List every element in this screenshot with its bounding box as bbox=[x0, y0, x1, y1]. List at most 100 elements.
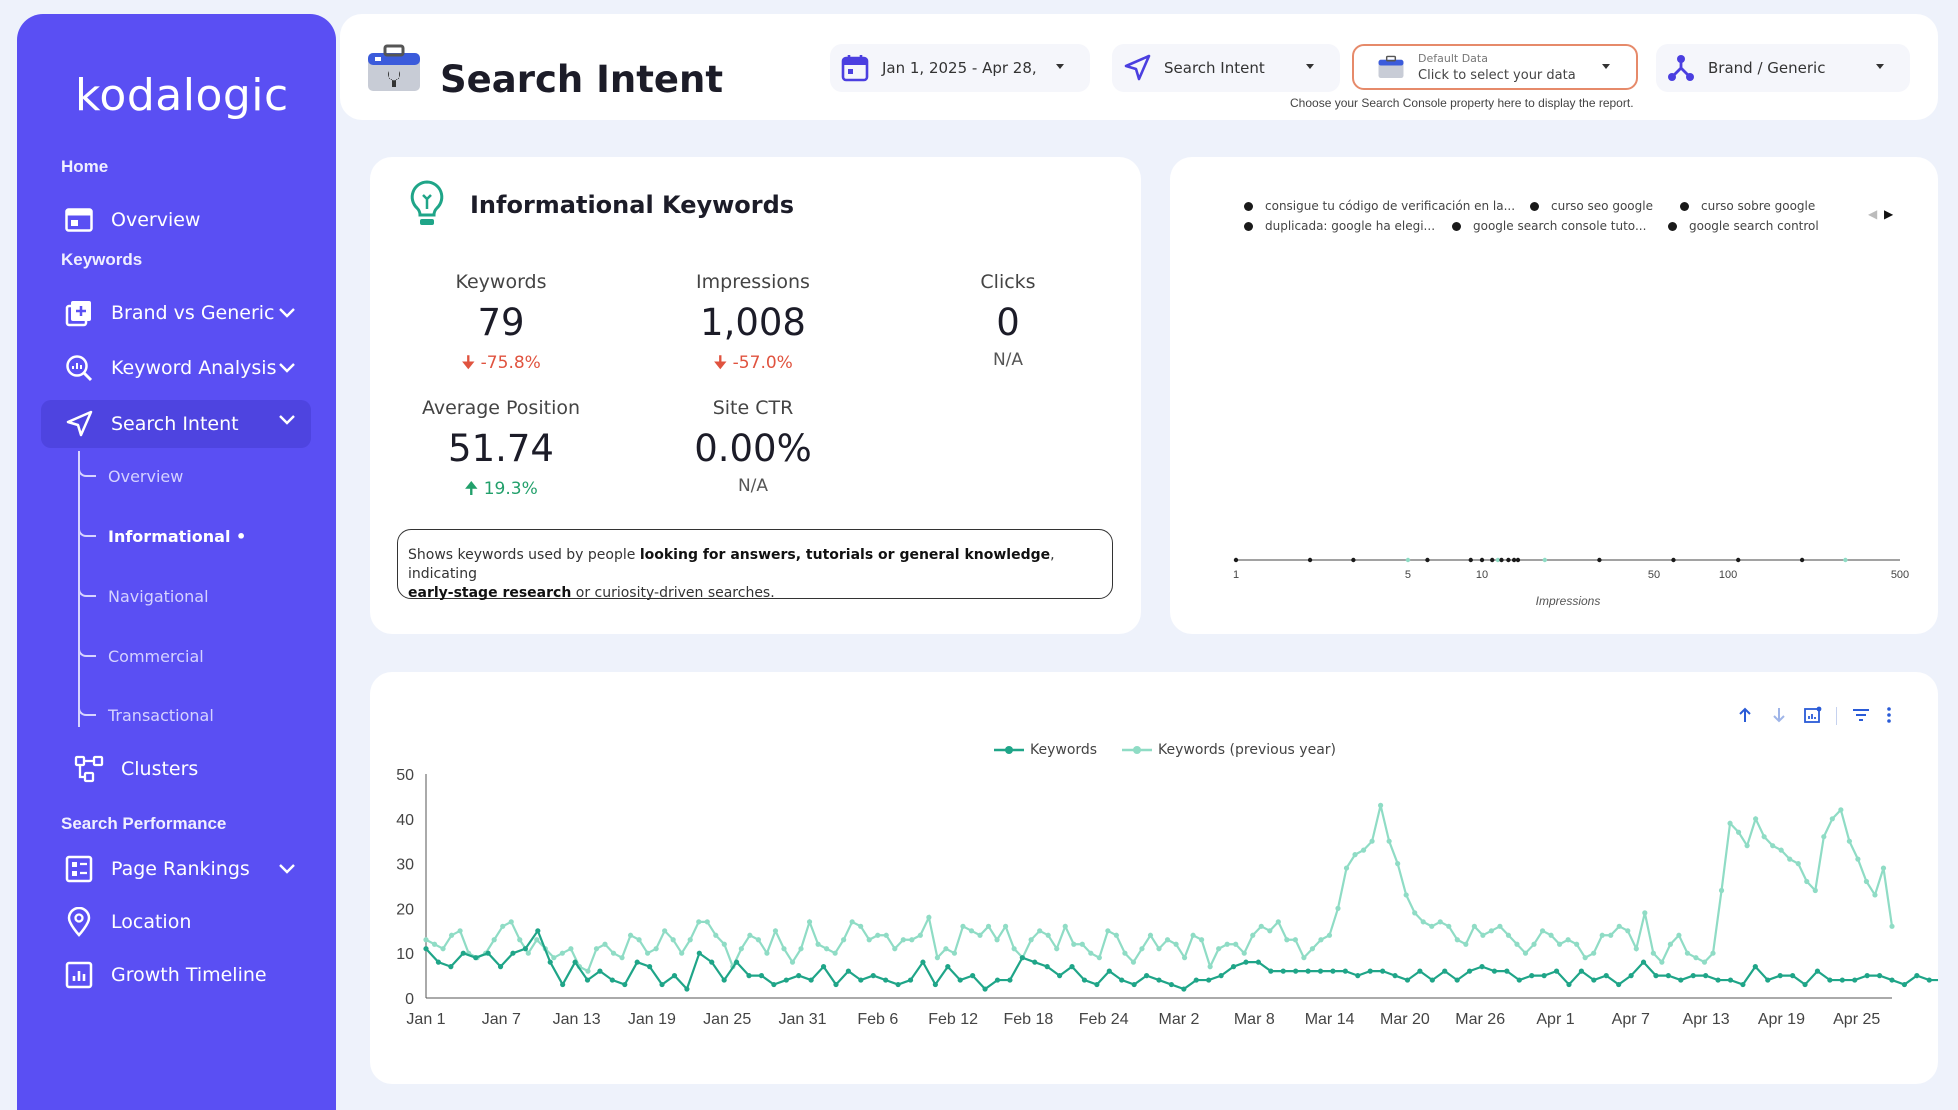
data-point bbox=[1863, 878, 1870, 885]
legend-item: google search control bbox=[1668, 219, 1819, 233]
submenu-label: Commercial bbox=[108, 646, 204, 666]
x-tick-label: Jan 31 bbox=[778, 1011, 826, 1028]
data-point bbox=[789, 959, 796, 965]
sidebar-item-overview[interactable]: Overview bbox=[41, 196, 311, 244]
toolbox-icon bbox=[1376, 52, 1406, 82]
sort-descending-icon[interactable] bbox=[1769, 705, 1789, 725]
data-point bbox=[870, 973, 876, 979]
search-intent-filter[interactable]: Search Intent bbox=[1112, 44, 1340, 92]
data-point bbox=[1715, 977, 1721, 983]
data-point bbox=[1497, 923, 1503, 929]
metric-delta: -57.0% bbox=[732, 353, 793, 373]
data-point bbox=[841, 937, 847, 943]
x-tick-label: Feb 24 bbox=[1079, 1011, 1129, 1028]
data-point bbox=[1057, 973, 1063, 979]
sidebar-item-label: Growth Timeline bbox=[111, 964, 267, 986]
kpi-card: Informational Keywords Keywords 79 🠋 -75… bbox=[370, 157, 1141, 634]
y-tick-label: 40 bbox=[396, 812, 414, 829]
data-point bbox=[1335, 905, 1341, 911]
metric-value: 0.00% bbox=[694, 427, 812, 470]
data-point bbox=[597, 968, 603, 974]
y-tick-label: 20 bbox=[396, 901, 414, 918]
data-point bbox=[1420, 919, 1426, 925]
data-point bbox=[1230, 964, 1237, 970]
data-point bbox=[1355, 973, 1361, 979]
data-point bbox=[1207, 964, 1213, 970]
brand-generic-filter[interactable]: Brand / Generic bbox=[1656, 44, 1910, 92]
up-arrow-icon: 🠉 bbox=[464, 479, 484, 499]
legend-keywords-previous-year: Keywords (previous year) bbox=[1122, 742, 1336, 758]
sidebar-item-brand-vs-generic[interactable]: Brand vs Generic bbox=[41, 289, 311, 337]
sidebar-item-page-rankings[interactable]: Page Rankings bbox=[41, 845, 311, 893]
data-point bbox=[866, 937, 872, 943]
data-point bbox=[1852, 977, 1858, 983]
x-tick-label: 500 bbox=[1891, 569, 1909, 581]
date-range-picker[interactable]: Jan 1, 2025 - Apr 28, bbox=[830, 44, 1090, 92]
sidebar-item-clusters[interactable]: Clusters bbox=[41, 745, 311, 793]
data-point bbox=[1616, 981, 1622, 988]
data-point bbox=[1710, 950, 1716, 956]
data-source-selector[interactable]: Default Data Click to select your data bbox=[1352, 44, 1638, 90]
data-point bbox=[1292, 937, 1298, 943]
data-point bbox=[1369, 838, 1375, 844]
location-pin-icon bbox=[63, 906, 95, 938]
data-point bbox=[535, 928, 541, 934]
legend-next-icon[interactable]: ▶ bbox=[1884, 207, 1894, 221]
legend-item: google search console tuto... bbox=[1452, 219, 1646, 233]
submenu-item-overview[interactable]: Overview bbox=[78, 463, 183, 486]
data-point bbox=[1081, 977, 1088, 983]
caret-down-icon bbox=[1306, 64, 1314, 69]
data-point bbox=[1206, 977, 1212, 983]
data-point bbox=[1765, 977, 1771, 983]
data-point bbox=[1293, 968, 1299, 974]
data-point bbox=[845, 968, 852, 974]
scatter-point bbox=[1499, 557, 1504, 563]
x-axis-label: Impressions bbox=[1536, 594, 1601, 608]
data-point bbox=[684, 986, 690, 992]
data-point bbox=[1392, 973, 1398, 979]
data-point bbox=[951, 950, 958, 956]
data-point bbox=[1181, 986, 1187, 992]
drill-down-chart-icon[interactable] bbox=[1803, 705, 1823, 725]
chevron-down-icon[interactable] bbox=[277, 410, 297, 430]
legend-prev-icon[interactable]: ◀ bbox=[1868, 207, 1878, 221]
data-point bbox=[1539, 928, 1546, 934]
sort-ascending-icon[interactable] bbox=[1735, 705, 1755, 725]
submenu-item-commercial[interactable]: Commercial bbox=[78, 643, 204, 666]
chevron-down-icon[interactable] bbox=[277, 859, 297, 879]
data-point bbox=[1011, 946, 1017, 952]
data-point bbox=[473, 955, 479, 961]
chevron-down-icon[interactable] bbox=[277, 358, 297, 378]
data-point bbox=[491, 937, 497, 943]
data-point bbox=[858, 923, 864, 929]
data-point bbox=[1479, 964, 1485, 970]
data-point bbox=[1156, 977, 1162, 983]
data-point bbox=[1735, 829, 1742, 835]
sidebar-item-location[interactable]: Location bbox=[41, 898, 311, 946]
data-point bbox=[1429, 977, 1435, 983]
sidebar-item-keyword-analysis[interactable]: Keyword Analysis bbox=[41, 344, 311, 392]
data-point bbox=[1582, 955, 1588, 961]
filter-icon[interactable] bbox=[1851, 705, 1871, 725]
data-point bbox=[696, 919, 702, 925]
data-point bbox=[994, 977, 1001, 983]
chevron-down-icon[interactable] bbox=[277, 303, 297, 323]
data-source-hint: Choose your Search Console property here… bbox=[1290, 96, 1634, 110]
data-point bbox=[1703, 973, 1709, 979]
scatter-point bbox=[1468, 557, 1473, 563]
data-point bbox=[1367, 968, 1373, 974]
data-point bbox=[1578, 968, 1585, 974]
submenu-item-transactional[interactable]: Transactional bbox=[78, 702, 214, 725]
metric-value: 1,008 bbox=[700, 301, 806, 344]
sidebar-item-search-intent[interactable]: Search Intent bbox=[41, 400, 311, 448]
data-point bbox=[584, 977, 591, 983]
more-options-icon[interactable] bbox=[1879, 705, 1899, 725]
data-point bbox=[609, 977, 615, 983]
data-point bbox=[796, 973, 802, 979]
submenu-item-navigational[interactable]: Navigational bbox=[78, 583, 209, 606]
data-point bbox=[1727, 820, 1733, 826]
submenu-item-informational[interactable]: Informational • bbox=[78, 523, 246, 546]
metric-value: 79 bbox=[477, 301, 525, 344]
data-point bbox=[1625, 928, 1631, 934]
sidebar-item-growth-timeline[interactable]: Growth Timeline bbox=[41, 951, 311, 999]
